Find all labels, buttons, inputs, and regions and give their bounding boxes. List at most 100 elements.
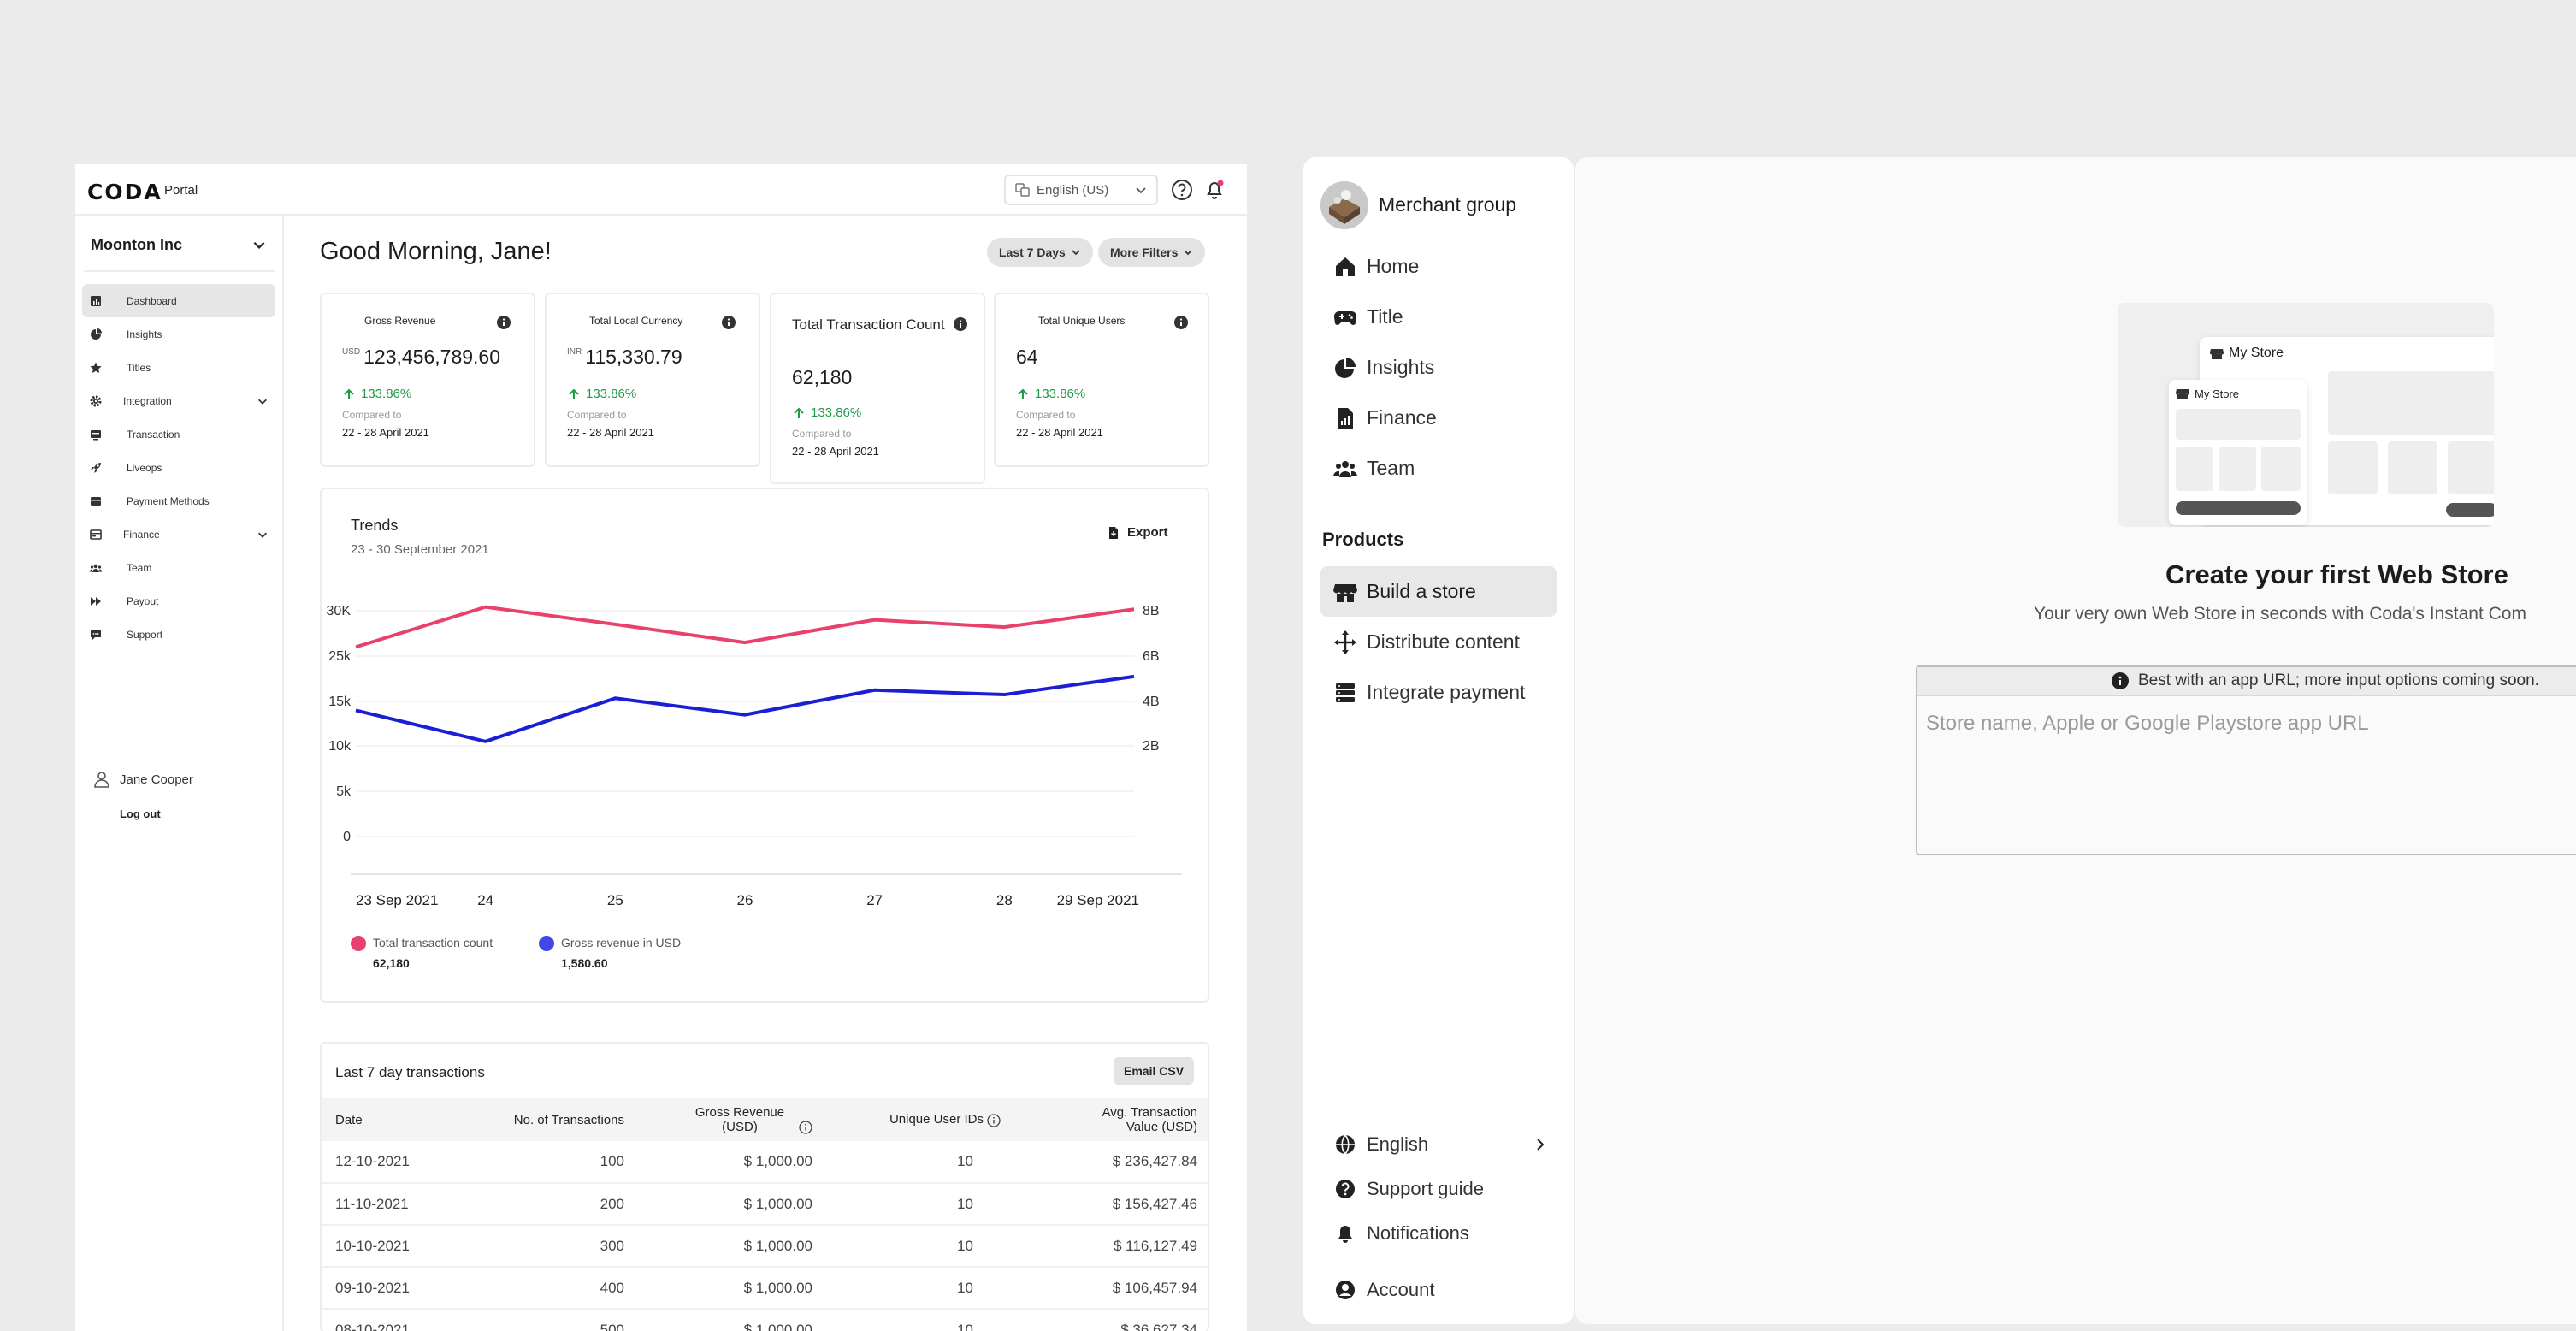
language-select[interactable]: English (US) <box>1004 175 1158 205</box>
kpi-unit: INR <box>567 347 582 357</box>
sidebar-item-finance[interactable]: Finance <box>82 518 275 551</box>
kpi-value: 64 <box>1016 346 1038 369</box>
brand-logo[interactable]: CODA <box>87 180 162 204</box>
avatar[interactable] <box>1320 181 1368 229</box>
sidebar-item-integration[interactable]: Integration <box>82 384 275 417</box>
finance-icon <box>90 529 102 540</box>
series-line-transactions <box>355 605 1135 649</box>
sidebar-item-dashboard[interactable]: Dashboard <box>82 284 275 317</box>
kpi-number: 115,330.79 <box>585 346 682 368</box>
trends-date-range: 23 - 30 September 2021 <box>351 542 489 557</box>
legend-value: 1,580.60 <box>561 956 608 970</box>
column-header[interactable]: Avg. Transaction Value (USD) <box>1014 1098 1208 1141</box>
people-icon <box>1332 460 1358 477</box>
nav-item-finance[interactable]: Finance <box>1320 393 1557 443</box>
table-row[interactable]: 08-10-2021 500 $ 1,000.00 10 $ 36,627.34 <box>322 1309 1208 1331</box>
legend-label: Gross revenue in USD <box>561 936 682 949</box>
cell-avg-value: $ 106,457.94 <box>1014 1267 1208 1310</box>
cell-unique-users: 10 <box>826 1225 1014 1268</box>
info-icon[interactable] <box>721 315 736 330</box>
y-right-tick-label: 4B <box>1143 695 1160 709</box>
gear-icon <box>90 395 102 406</box>
nav-label: Support guide <box>1367 1178 1484 1199</box>
nav-item-title[interactable]: Title <box>1320 292 1557 342</box>
help-icon[interactable] <box>1170 178 1194 202</box>
kpi-delta: 133.86% <box>342 387 411 401</box>
series-line-revenue <box>355 674 1135 743</box>
sidebar-item-titles[interactable]: Titles <box>82 351 275 384</box>
sidebar-item-insights[interactable]: Insights <box>82 317 275 351</box>
kpi-delta: 133.86% <box>1016 387 1085 401</box>
kpi-number: 64 <box>1016 346 1038 368</box>
nav-item-support-guide[interactable]: Support guide <box>1320 1167 1557 1211</box>
nav-label: Notifications <box>1367 1222 1469 1244</box>
wallet-icon <box>91 496 101 506</box>
column-header[interactable]: Gross Revenue (USD) <box>638 1098 826 1141</box>
legend-swatch <box>539 936 554 951</box>
pie-chart-icon <box>1335 357 1356 378</box>
table-row[interactable]: 12-10-2021 100 $ 1,000.00 10 $ 236,427.8… <box>322 1141 1208 1184</box>
merchant-sidebar: Merchant group Home Title Insights Finan… <box>1303 157 1574 1324</box>
y-left-tick-label: 10k <box>328 739 352 754</box>
column-header-label: Unique User IDs <box>889 1112 984 1127</box>
nav-item-notifications[interactable]: Notifications <box>1320 1211 1557 1256</box>
date-range-filter[interactable]: Last 7 Days <box>987 238 1093 267</box>
user-profile[interactable]: Jane Cooper <box>92 770 193 789</box>
y-left-tick-label: 0 <box>343 830 351 844</box>
nav-item-distribute-content[interactable]: Distribute content <box>1320 617 1557 667</box>
cell-gross-revenue: $ 1,000.00 <box>638 1225 826 1268</box>
sidebar-item-payment-methods[interactable]: Payment Methods <box>82 484 275 518</box>
preview-window-front: My Store <box>2169 380 2307 525</box>
kpi-number: 123,456,789.60 <box>363 346 501 368</box>
preview-button <box>2446 503 2494 517</box>
sidebar-item-support[interactable]: Support <box>82 618 275 651</box>
info-icon[interactable] <box>953 316 968 332</box>
nav-item-home[interactable]: Home <box>1320 241 1557 292</box>
column-header[interactable]: No. of Transactions <box>513 1112 624 1127</box>
more-filters-button[interactable]: More Filters <box>1098 238 1206 267</box>
nav-item-team[interactable]: Team <box>1320 443 1557 494</box>
column-header[interactable]: Unique User IDs <box>826 1098 1014 1141</box>
sidebar-item-liveops[interactable]: Liveops <box>82 451 275 484</box>
trends-line-chart: 30K 25k 15k 10k 5k 0 8B 6B 4B 2B 23 Sep 2021 24 25 26… <box>327 604 1182 908</box>
divider <box>84 270 275 272</box>
input-hint-banner: Best with an app URL; more input options… <box>1917 667 2576 696</box>
table-row[interactable]: 09-10-2021 400 $ 1,000.00 10 $ 106,457.9… <box>322 1267 1208 1310</box>
sidebar-item-transaction[interactable]: Transaction <box>82 417 275 451</box>
sidebar-item-payout[interactable]: Payout <box>82 584 275 618</box>
nav-item-account[interactable]: Account <box>1320 1268 1557 1312</box>
nav-item-insights[interactable]: Insights <box>1320 342 1557 393</box>
nav-item-language[interactable]: English <box>1320 1122 1557 1167</box>
kpi-title: Total Transaction Count <box>792 316 945 333</box>
cell-unique-users: 10 <box>826 1141 1014 1184</box>
nav-label: Team <box>1367 457 1415 479</box>
preview-block <box>2176 447 2213 491</box>
products-heading: Products <box>1322 529 1404 550</box>
nav-item-integrate-payment[interactable]: Integrate payment <box>1320 667 1557 718</box>
column-header[interactable]: Date <box>335 1112 363 1127</box>
merchant-group-name[interactable]: Merchant group <box>1379 193 1517 216</box>
arrow-up-icon <box>569 388 579 399</box>
store-url-input[interactable] <box>1917 696 2576 855</box>
email-csv-button[interactable]: Email CSV <box>1114 1057 1195 1085</box>
nav-item-build-store[interactable]: Build a store <box>1320 566 1557 617</box>
export-icon <box>1109 526 1118 539</box>
notification-bell-icon[interactable] <box>1202 178 1226 202</box>
sidebar-item-label: Liveops <box>127 461 162 474</box>
org-switcher[interactable]: Moonton Inc <box>91 231 267 258</box>
y-right-tick-label: 6B <box>1143 649 1160 664</box>
info-icon[interactable] <box>1173 315 1189 330</box>
cell-unique-users: 10 <box>826 1309 1014 1331</box>
question-icon <box>1336 1180 1355 1198</box>
kpi-compared-range: 22 - 28 April 2021 <box>567 426 654 439</box>
info-icon[interactable] <box>496 315 511 330</box>
table-row[interactable]: 11-10-2021 200 $ 1,000.00 10 $ 156,427.4… <box>322 1183 1208 1226</box>
column-header-label: Gross Revenue (USD) <box>694 1104 785 1134</box>
kpi-unit: USD <box>342 347 361 357</box>
sidebar-item-team[interactable]: Team <box>82 551 275 584</box>
rocket-icon <box>91 462 101 473</box>
table-row[interactable]: 10-10-2021 300 $ 1,000.00 10 $ 116,127.4… <box>322 1225 1208 1268</box>
export-button[interactable]: Export <box>1107 525 1168 540</box>
logout-link[interactable]: Log out <box>120 807 161 820</box>
cell-unique-users: 10 <box>826 1183 1014 1226</box>
